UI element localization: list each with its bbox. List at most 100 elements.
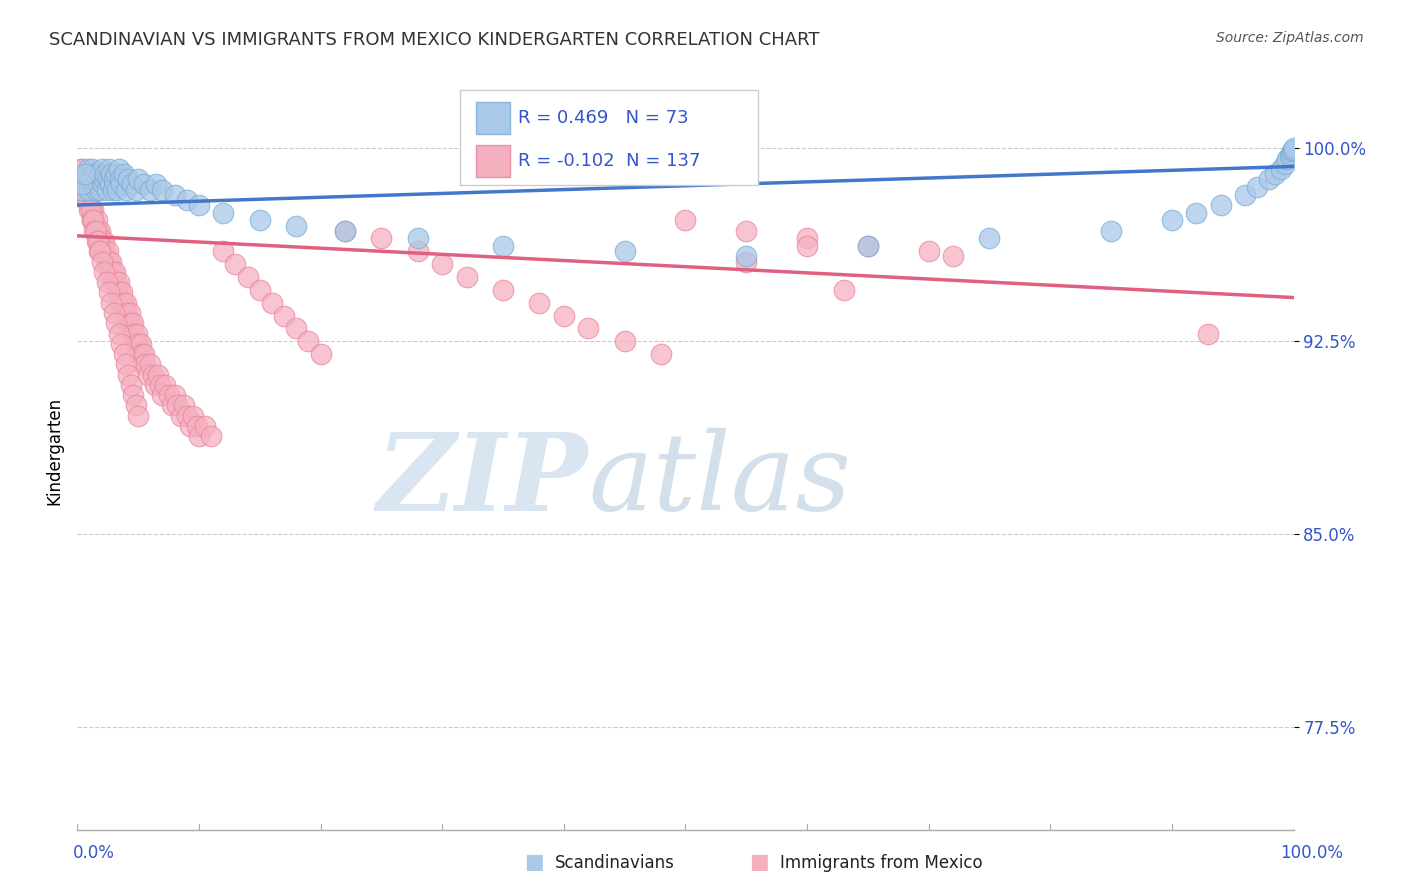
Point [979,231,1001,245]
Point [121,326,143,341]
Point [613,334,636,349]
Point [105,316,128,330]
Point [80,161,103,176]
Point [80,172,103,186]
Point [94,244,117,259]
Point [76,193,98,207]
Point [149,378,172,392]
Point [83,213,105,227]
Point [856,239,879,253]
Point [122,316,145,330]
Point [134,357,156,371]
Point [114,306,136,320]
Point [942,249,965,263]
Point [76,178,98,192]
Point [224,257,246,271]
Point [1278,149,1301,163]
Point [160,399,183,413]
Point [613,244,636,259]
Point [73,183,96,197]
Point [87,178,110,192]
Point [90,161,112,176]
Point [107,183,129,197]
Point [285,321,308,335]
Point [87,234,110,248]
Point [72,172,94,186]
Point [273,309,295,323]
Point [142,368,165,382]
Point [735,224,758,238]
Point [72,172,94,186]
Point [93,265,115,279]
Point [91,178,114,192]
Point [104,178,127,192]
Point [117,316,139,330]
Point [163,388,186,402]
Point [100,254,122,268]
Point [309,347,332,361]
Point [186,419,208,434]
Point [1270,161,1292,176]
Point [118,306,141,320]
Point [70,161,93,176]
Point [131,347,153,361]
Point [98,178,121,192]
Point [152,183,174,197]
Point [333,224,356,238]
Point [70,172,93,186]
Point [107,326,129,341]
Point [82,203,104,218]
Text: Scandinavians: Scandinavians [555,855,675,872]
Point [260,295,283,310]
Point [134,347,156,361]
Point [89,183,111,197]
Point [86,234,108,248]
Point [103,172,125,186]
Text: 0.0%: 0.0% [73,844,115,862]
Point [124,326,146,341]
Bar [477,102,510,134]
Point [1277,152,1299,166]
Point [127,336,149,351]
Point [122,388,145,402]
Point [100,295,122,310]
Point [86,213,108,227]
Point [73,167,96,181]
Point [75,167,97,181]
Point [129,336,152,351]
Point [76,172,98,186]
Point [97,254,120,268]
Point [115,183,138,197]
Text: Source: ZipAtlas.com: Source: ZipAtlas.com [1216,31,1364,45]
Point [370,231,392,245]
Point [103,306,125,320]
Point [1282,141,1305,155]
Text: 100.0%: 100.0% [1279,844,1343,862]
Point [70,178,93,192]
Point [1161,213,1184,227]
Point [406,244,429,259]
Point [529,295,551,310]
Point [120,378,142,392]
Point [87,224,110,238]
Point [117,368,139,382]
Point [146,368,169,382]
Point [134,178,156,192]
Point [83,167,105,181]
Point [492,239,515,253]
Point [107,275,129,289]
Point [108,172,131,186]
Point [96,254,118,268]
Point [89,167,111,181]
Point [1185,205,1208,219]
Point [1258,172,1281,186]
Point [93,234,115,248]
Point [125,336,148,351]
Point [75,193,97,207]
Point [77,161,100,176]
Point [93,172,115,186]
Point [72,172,94,186]
Point [80,213,103,227]
Point [553,309,575,323]
Point [89,244,111,259]
